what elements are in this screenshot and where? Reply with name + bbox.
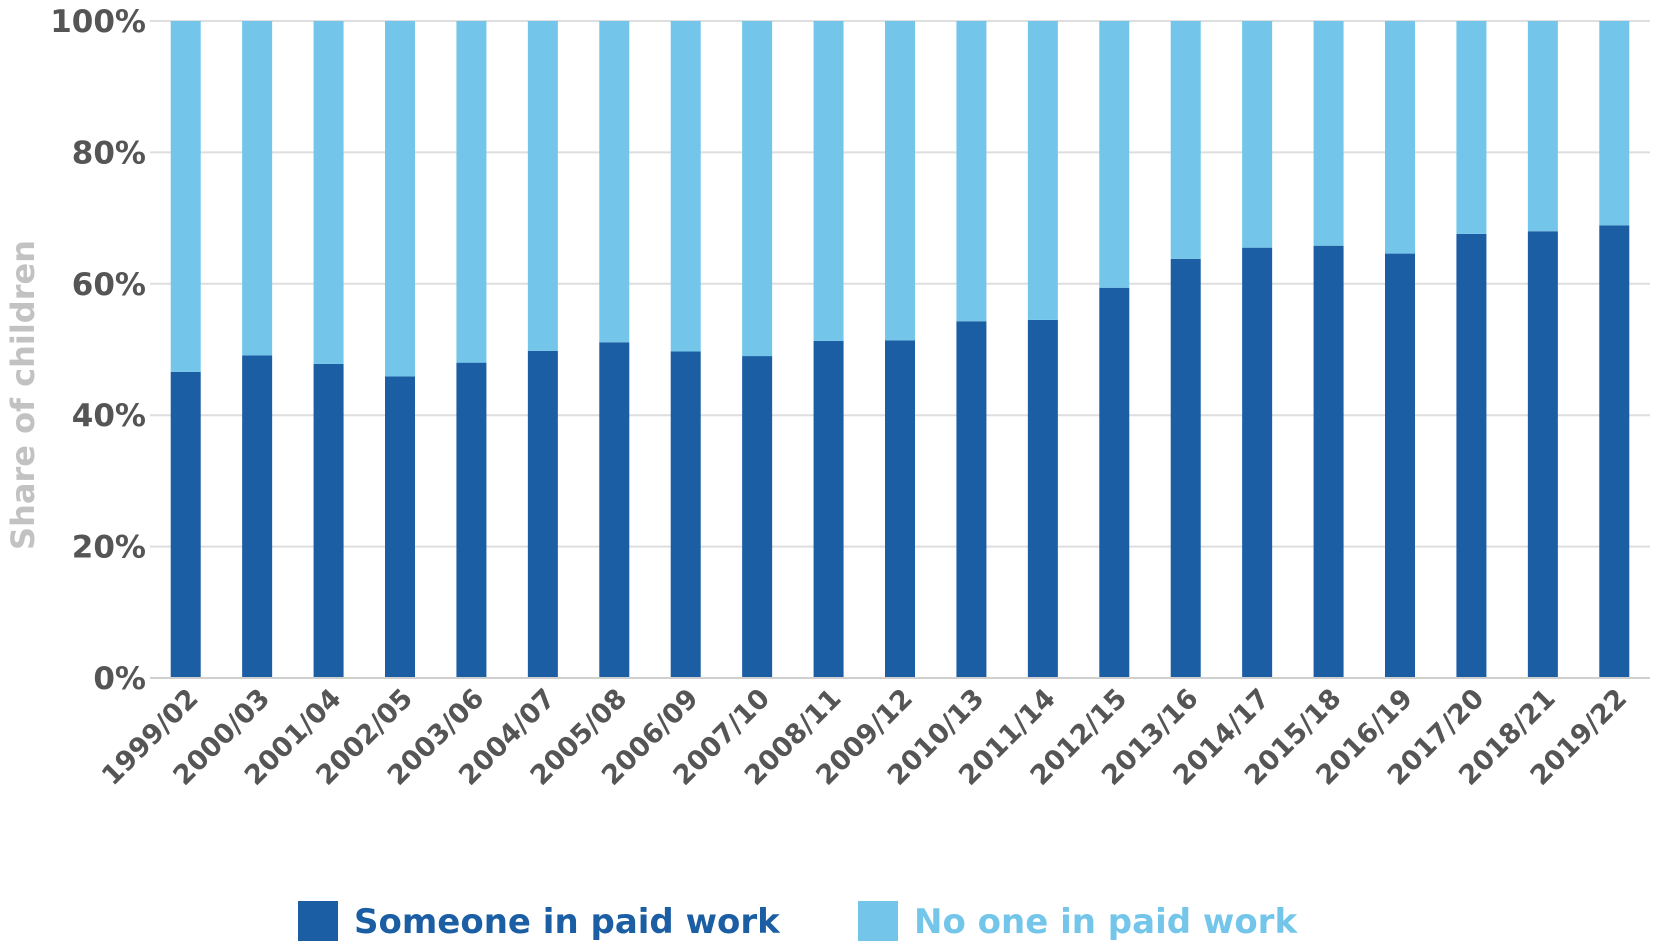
y-tick-label: 0%: [93, 661, 146, 697]
bar-no-one-in-paid-work: [242, 21, 273, 356]
y-tick-label: 60%: [72, 267, 146, 303]
bar-someone-in-paid-work: [813, 340, 844, 678]
bar-no-one-in-paid-work: [956, 21, 987, 322]
bar-no-one-in-paid-work: [1170, 21, 1201, 259]
bar-no-one-in-paid-work: [599, 21, 630, 343]
bar-no-one-in-paid-work: [1599, 21, 1630, 226]
y-tick-label: 80%: [72, 135, 146, 171]
bar-someone-in-paid-work: [1170, 258, 1201, 678]
bars: [170, 21, 1630, 679]
bar-no-one-in-paid-work: [170, 21, 201, 372]
bar-someone-in-paid-work: [599, 342, 630, 678]
bar-someone-in-paid-work: [1456, 233, 1487, 679]
bar-no-one-in-paid-work: [813, 21, 844, 341]
bar-no-one-in-paid-work: [1099, 21, 1130, 288]
bar-someone-in-paid-work: [242, 355, 273, 678]
bar-no-one-in-paid-work: [670, 21, 701, 352]
bar-no-one-in-paid-work: [1527, 21, 1558, 232]
bar-no-one-in-paid-work: [1456, 21, 1487, 234]
bar-someone-in-paid-work: [1527, 231, 1558, 679]
y-axis-tick-labels: 0% 20% 40% 60% 80% 100%: [50, 4, 146, 697]
bar-someone-in-paid-work: [1099, 287, 1130, 678]
bar-someone-in-paid-work: [385, 376, 415, 678]
bar-no-one-in-paid-work: [742, 21, 773, 357]
bar-someone-in-paid-work: [1599, 225, 1630, 678]
bar-someone-in-paid-work: [1242, 247, 1273, 679]
y-tick-label: 40%: [72, 398, 146, 434]
bar-someone-in-paid-work: [313, 363, 344, 678]
bar-someone-in-paid-work: [170, 371, 201, 678]
y-tick-label: 20%: [72, 530, 146, 566]
legend-swatch-someone-in-paid-work: [298, 901, 338, 941]
bar-someone-in-paid-work: [1385, 253, 1415, 678]
bar-someone-in-paid-work: [527, 350, 558, 678]
bar-no-one-in-paid-work: [1242, 21, 1273, 248]
legend: Someone in paid work No one in paid work: [298, 901, 1298, 942]
bar-no-one-in-paid-work: [527, 21, 558, 351]
bar-no-one-in-paid-work: [1385, 21, 1415, 254]
bar-someone-in-paid-work: [456, 362, 487, 678]
bar-someone-in-paid-work: [670, 351, 701, 678]
bar-someone-in-paid-work: [1027, 319, 1058, 678]
bar-no-one-in-paid-work: [885, 21, 915, 341]
x-axis-tick-labels: 1999/022000/032001/042002/052003/062004/…: [96, 683, 1633, 792]
bar-someone-in-paid-work: [885, 340, 915, 678]
bar-no-one-in-paid-work: [1027, 21, 1058, 320]
legend-label-no-one-in-paid-work: No one in paid work: [914, 902, 1298, 942]
bar-no-one-in-paid-work: [313, 21, 344, 364]
bar-no-one-in-paid-work: [456, 21, 487, 363]
legend-swatch-no-one-in-paid-work: [858, 901, 898, 941]
bar-someone-in-paid-work: [742, 356, 773, 678]
legend-label-someone-in-paid-work: Someone in paid work: [354, 902, 781, 942]
bar-no-one-in-paid-work: [385, 21, 415, 377]
y-tick-label: 100%: [50, 4, 146, 40]
y-axis-label: Share of children: [4, 240, 42, 550]
bar-someone-in-paid-work: [1313, 245, 1344, 678]
bar-no-one-in-paid-work: [1313, 21, 1344, 246]
bar-someone-in-paid-work: [956, 321, 987, 678]
